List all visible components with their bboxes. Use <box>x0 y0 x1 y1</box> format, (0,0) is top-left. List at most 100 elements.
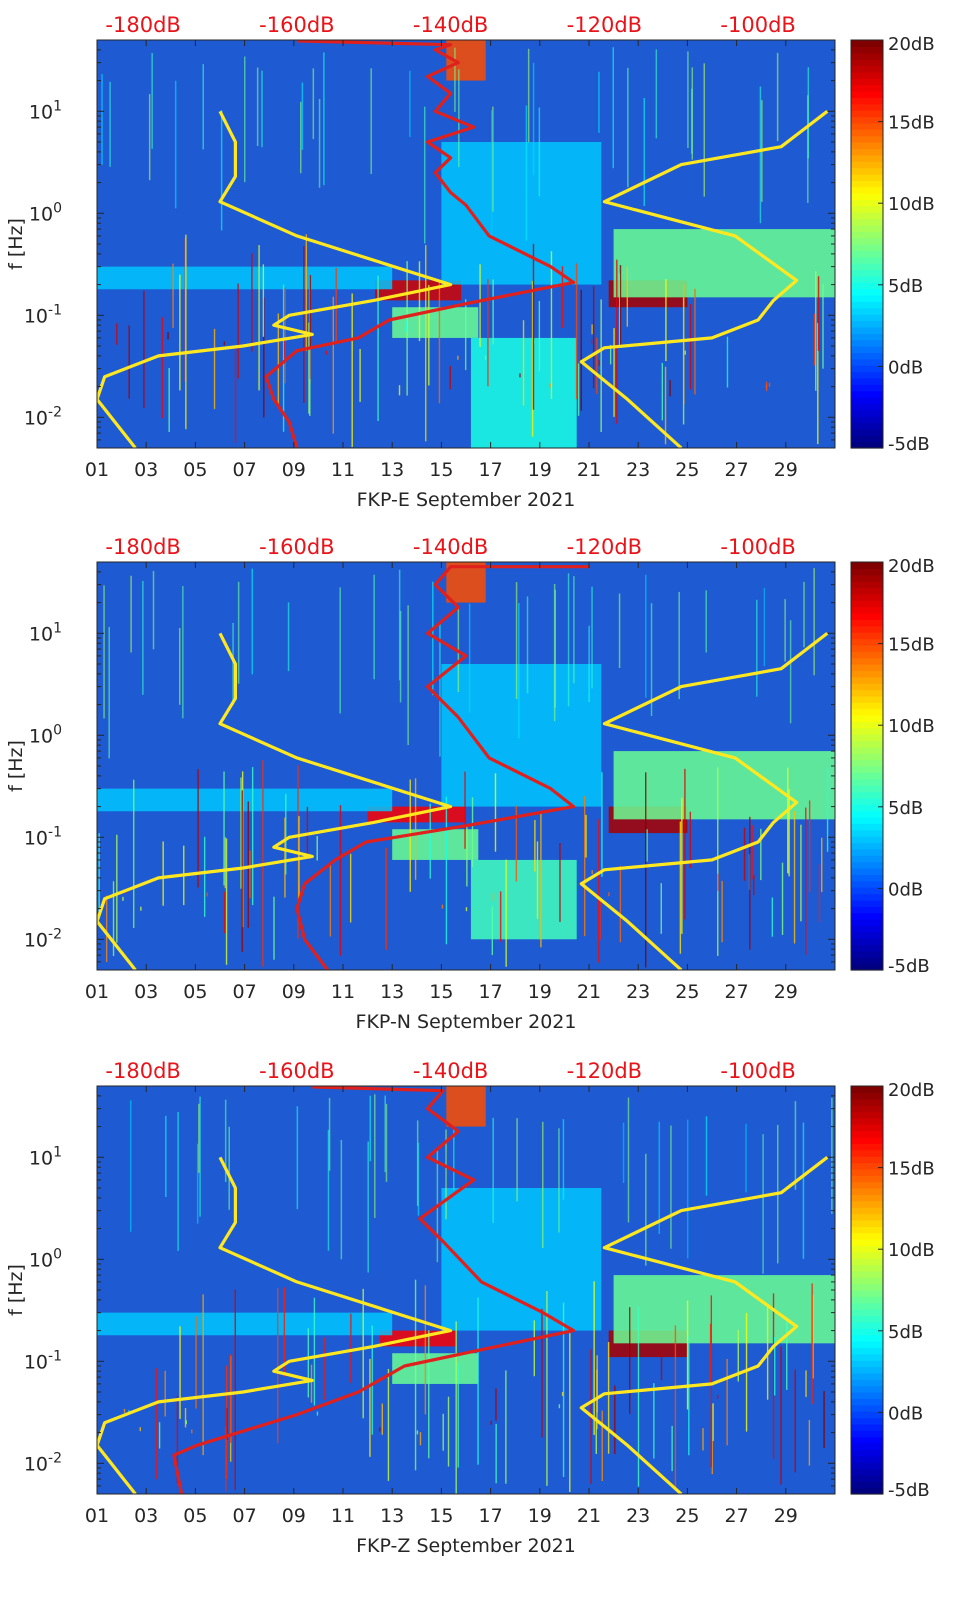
heatmap-streak <box>398 385 401 396</box>
x-tick-label: 29 <box>774 459 798 481</box>
heatmap-streak <box>619 865 622 943</box>
heatmap-streak <box>591 586 593 689</box>
curve-1 <box>97 1156 453 1494</box>
heatmap-streak <box>225 838 228 965</box>
colorbar-segment <box>851 1162 883 1170</box>
heatmap-streak <box>786 1321 788 1390</box>
colorbar-tick-label: 20dB <box>888 34 935 55</box>
heatmap-streak <box>143 290 145 409</box>
x-tick-label: 05 <box>183 1505 207 1527</box>
heatmap-streak <box>591 324 593 335</box>
heatmap-streak <box>812 1295 814 1379</box>
top-db-tick-label: -180dB <box>105 1059 180 1083</box>
heatmap-streak <box>179 1326 181 1419</box>
heatmap-streak <box>583 796 586 937</box>
heatmap-streak <box>284 287 286 384</box>
heatmap-streak <box>495 1423 497 1484</box>
heatmap-streak <box>534 819 536 872</box>
heatmap-streak <box>428 1330 430 1459</box>
heatmap-streak <box>683 284 685 405</box>
colorbar-segment <box>851 785 883 793</box>
colorbar-segment <box>851 695 883 703</box>
colorbar-segment <box>851 1149 883 1157</box>
colorbar-segment <box>851 1372 883 1380</box>
colorbar-tick-label: 10dB <box>888 1240 935 1261</box>
colorbar-segment <box>851 715 883 722</box>
heatmap-streak <box>607 1342 610 1454</box>
colorbar-segment <box>851 1168 883 1176</box>
colorbar-segment <box>851 212 883 220</box>
colorbar-segment <box>851 129 883 137</box>
heatmap-streak <box>710 1295 713 1468</box>
y-tick-label: 100 <box>29 1246 62 1271</box>
heatmap-streak <box>519 373 521 378</box>
heatmap-streak <box>670 1125 672 1249</box>
heatmap-streak <box>756 599 758 697</box>
heatmap-streak <box>674 1325 677 1490</box>
heatmap-streak <box>495 1388 497 1421</box>
colorbar-segment <box>851 925 883 933</box>
colorbar-tick-label: 20dB <box>888 1080 935 1101</box>
heatmap-streak <box>712 1403 714 1441</box>
colorbar-segment <box>851 1213 883 1221</box>
spectrogram-heatmap <box>97 1086 835 1494</box>
heatmap-streak <box>156 1368 158 1480</box>
heatmap-streak <box>645 574 647 698</box>
colorbar-segment <box>851 1181 883 1189</box>
colorbar-segment <box>851 1092 883 1100</box>
top-db-tick-label: -140dB <box>413 1059 488 1083</box>
colorbar-tick-label: -5dB <box>888 434 930 455</box>
colorbar-segment <box>851 161 883 169</box>
heatmap-streak <box>711 1403 714 1475</box>
colorbar-segment <box>851 1258 883 1266</box>
heatmap-streak <box>590 339 593 344</box>
heatmap-streak <box>808 800 811 893</box>
colorbar-segment <box>851 1277 883 1285</box>
heatmap-streak <box>618 593 621 668</box>
heatmap-streak <box>569 1333 571 1493</box>
heatmap-streak <box>128 325 130 399</box>
x-tick-label: 01 <box>85 981 109 1003</box>
heatmap-streak <box>332 296 335 434</box>
colorbar-segment <box>851 1379 883 1387</box>
colorbar-segment <box>851 1398 883 1406</box>
colorbar-segment <box>851 384 883 392</box>
heatmap-streak <box>285 793 287 875</box>
colorbar-segment <box>851 193 883 200</box>
curve-3 <box>579 1156 829 1494</box>
heatmap-streak <box>800 824 802 922</box>
colorbar-segment <box>851 613 883 620</box>
heatmap-streak <box>105 895 108 962</box>
colorbar-segment <box>851 1443 883 1450</box>
colorbar-segment <box>851 116 883 124</box>
colorbar-segment <box>851 1474 883 1482</box>
heatmap-streak <box>491 110 493 238</box>
panel-3: 01 03 05 07 09 11 13 15 17 19 21 23 25 27 29 FKP-Z Sept… <box>5 1059 935 1557</box>
heatmap-streak <box>716 1394 719 1399</box>
x-tick-label: 15 <box>429 981 453 1003</box>
colorbar-segment <box>851 403 883 411</box>
heatmap-streak <box>585 814 587 858</box>
heatmap-streak <box>598 360 600 366</box>
heatmap-streak <box>661 363 664 421</box>
heatmap-streak <box>468 603 471 713</box>
colorbar-segment <box>851 346 883 353</box>
colorbar-tick-label: 15dB <box>888 113 935 134</box>
heatmap-streak <box>781 862 784 935</box>
colorbar-segment <box>851 1086 883 1093</box>
x-tick-label: 19 <box>528 1505 552 1527</box>
colorbar-segment <box>851 657 883 665</box>
colorbar-segment <box>851 390 883 398</box>
colorbar-segment <box>851 1290 883 1297</box>
colorbar-segment <box>851 377 883 385</box>
heatmap-streak <box>206 892 208 897</box>
heatmap-streak <box>558 1404 561 1409</box>
heatmap-streak <box>224 1099 227 1183</box>
heatmap-streak <box>705 1116 708 1196</box>
heatmap-streak <box>167 332 169 340</box>
heatmap-streak <box>542 1121 544 1248</box>
heatmap-streak <box>768 382 771 387</box>
heatmap-streak <box>653 1383 655 1459</box>
heatmap-streak <box>763 588 766 667</box>
heatmap-streak <box>449 365 451 390</box>
